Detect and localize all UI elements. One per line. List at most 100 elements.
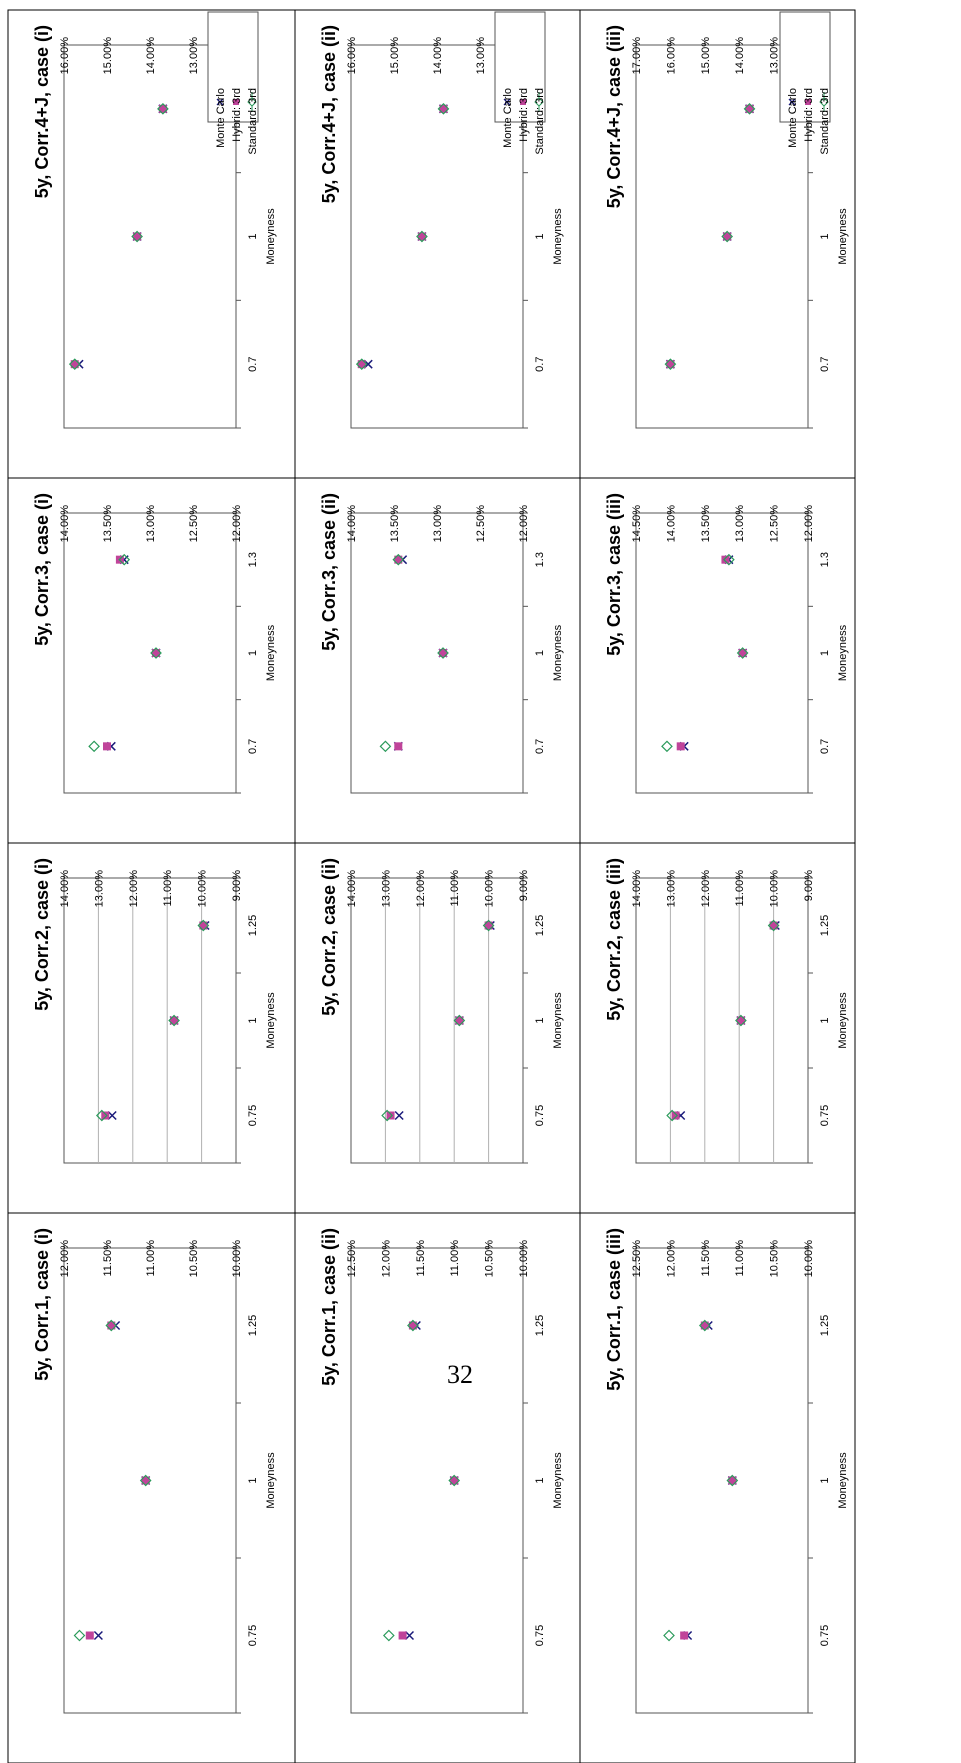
- value-tick-label: 10.50%: [188, 1240, 200, 1278]
- category-tick-label: 1: [534, 233, 546, 239]
- marker-hybrid: [107, 1321, 116, 1330]
- marker-hybrid: [417, 232, 426, 241]
- value-tick-label: 12.50%: [188, 505, 200, 543]
- value-tick-label: 11.00%: [734, 870, 746, 907]
- value-tick-label: 13.50%: [389, 505, 401, 543]
- plot-area: [63, 877, 237, 1164]
- marker-hybrid: [386, 1111, 395, 1120]
- legend-marker-monte-carlo: [216, 98, 224, 106]
- x-axis-label: Moneyness: [552, 624, 564, 681]
- marker-hybrid: [398, 1631, 407, 1640]
- category-tick-label: 0.75: [534, 1625, 546, 1646]
- category-tick-label: 1.3: [247, 552, 259, 567]
- marker-hybrid: [723, 232, 732, 241]
- value-tick-label: 11.50%: [700, 1240, 712, 1277]
- marker-standard: [131, 230, 143, 243]
- value-tick-label: 11.00%: [449, 870, 461, 907]
- value-tick-label: 11.50%: [415, 1240, 427, 1277]
- value-tick-label: 14.50%: [631, 505, 643, 543]
- value-tick-label: 14.00%: [346, 505, 358, 543]
- category-tick-label: 1: [247, 650, 259, 656]
- value-tick-label: 10.00%: [484, 870, 496, 908]
- plot-area: [350, 44, 524, 429]
- value-tick-label: 13.00%: [432, 505, 444, 543]
- legend-label: Standard: 3rd: [247, 88, 259, 155]
- value-tick-label: 11.00%: [449, 1240, 461, 1277]
- plot-area: [635, 1247, 809, 1714]
- marker-standard: [437, 102, 450, 115]
- chart-title: 5y, Corr.2, case (iii): [604, 858, 624, 1021]
- plot-area: [63, 512, 237, 794]
- legend-label: Hybrid: 3rd: [518, 88, 530, 142]
- chart-c11: 12.00% 11.50% 11.00% 10.50% 10.00% 0.75 1 1.25 M…: [32, 1228, 277, 1714]
- plot-area: [350, 877, 524, 1164]
- category-tick-label: 1.3: [819, 552, 831, 567]
- marker-standard: [723, 553, 735, 566]
- value-tick-label: 13.00%: [380, 870, 392, 908]
- marker-standard: [118, 553, 131, 566]
- category-tick-label: 1: [534, 1477, 546, 1483]
- marker-hybrid: [738, 649, 747, 657]
- marker-hybrid: [671, 1111, 680, 1120]
- marker-hybrid: [101, 1111, 110, 1120]
- value-tick-label: 13.00%: [188, 37, 200, 75]
- value-tick-label: 16.00%: [59, 37, 71, 75]
- value-tick-label: 16.00%: [665, 37, 677, 75]
- marker-standard: [448, 1474, 461, 1487]
- chart-title: 5y, Corr.4+J, case (i): [32, 25, 52, 198]
- marker-standard: [392, 553, 405, 566]
- category-tick-label: 1.3: [534, 552, 546, 567]
- marker-monte-carlo: [394, 1110, 404, 1121]
- legend-label: Hybrid: 3rd: [803, 88, 815, 142]
- value-tick-label: 12.00%: [415, 870, 427, 908]
- chart-title: 5y, Corr.3, case (iii): [604, 493, 624, 656]
- legend-label: Monte Carlo: [502, 88, 514, 148]
- category-tick-label: 0.75: [819, 1625, 831, 1646]
- category-tick-label: 0.75: [534, 1105, 546, 1126]
- category-tick-label: 1.25: [819, 1315, 831, 1336]
- marker-standard: [73, 1629, 86, 1642]
- legend-marker-hybrid: [520, 99, 526, 105]
- value-tick-label: 14.00%: [346, 870, 358, 908]
- marker-hybrid: [103, 742, 111, 751]
- chart-c42: 16.00%15.00%14.00%13.00%12.00%0.711.3Mon…: [319, 11, 564, 429]
- legend-marker-standard: [819, 97, 829, 107]
- value-tick-label: 11.00%: [162, 870, 174, 907]
- marker-standard: [197, 919, 210, 932]
- value-tick-label: 13.00%: [93, 870, 105, 908]
- category-tick-label: 0.75: [819, 1105, 831, 1126]
- marker-standard: [664, 358, 677, 371]
- marker-hybrid: [85, 1631, 94, 1640]
- chart-c22: 14.00% 13.00% 12.00% 11.00% 10.00% 9.00% 0.75 1…: [319, 858, 564, 1164]
- marker-standard: [721, 230, 734, 243]
- chart-title: 5y, Corr.1, case (i): [32, 1228, 52, 1381]
- value-tick-label: 10.50%: [769, 1240, 781, 1278]
- legend-label: Standard: 3rd: [534, 88, 546, 155]
- marker-standard: [379, 740, 392, 753]
- marker-standard: [355, 358, 368, 371]
- category-tick-label: 1: [247, 1477, 259, 1483]
- marker-hybrid: [666, 360, 675, 369]
- marker-hybrid: [680, 1631, 689, 1640]
- chart-title: 5y, Corr.1, case (ii): [319, 1228, 339, 1386]
- legend-label: Standard: 3rd: [819, 88, 831, 155]
- value-tick-label: 9.00%: [518, 870, 530, 901]
- marker-standard: [407, 1319, 419, 1332]
- marker-hybrid: [439, 649, 448, 657]
- marker-standard: [482, 919, 495, 932]
- marker-standard: [88, 740, 100, 753]
- x-axis-label: Moneyness: [265, 624, 277, 681]
- marker-hybrid: [170, 1016, 179, 1025]
- marker-hybrid: [769, 921, 778, 930]
- x-axis-label: Moneyness: [837, 208, 849, 265]
- marker-standard: [382, 1629, 395, 1642]
- marker-hybrid: [455, 1016, 464, 1025]
- marker-standard: [743, 102, 756, 115]
- value-tick-label: 12.00%: [803, 505, 815, 543]
- marker-hybrid: [133, 232, 142, 241]
- x-axis-label: Moneyness: [552, 208, 564, 265]
- value-tick-label: 13.00%: [145, 505, 157, 543]
- marker-hybrid: [700, 1321, 709, 1330]
- value-tick-label: 12.00%: [700, 870, 712, 908]
